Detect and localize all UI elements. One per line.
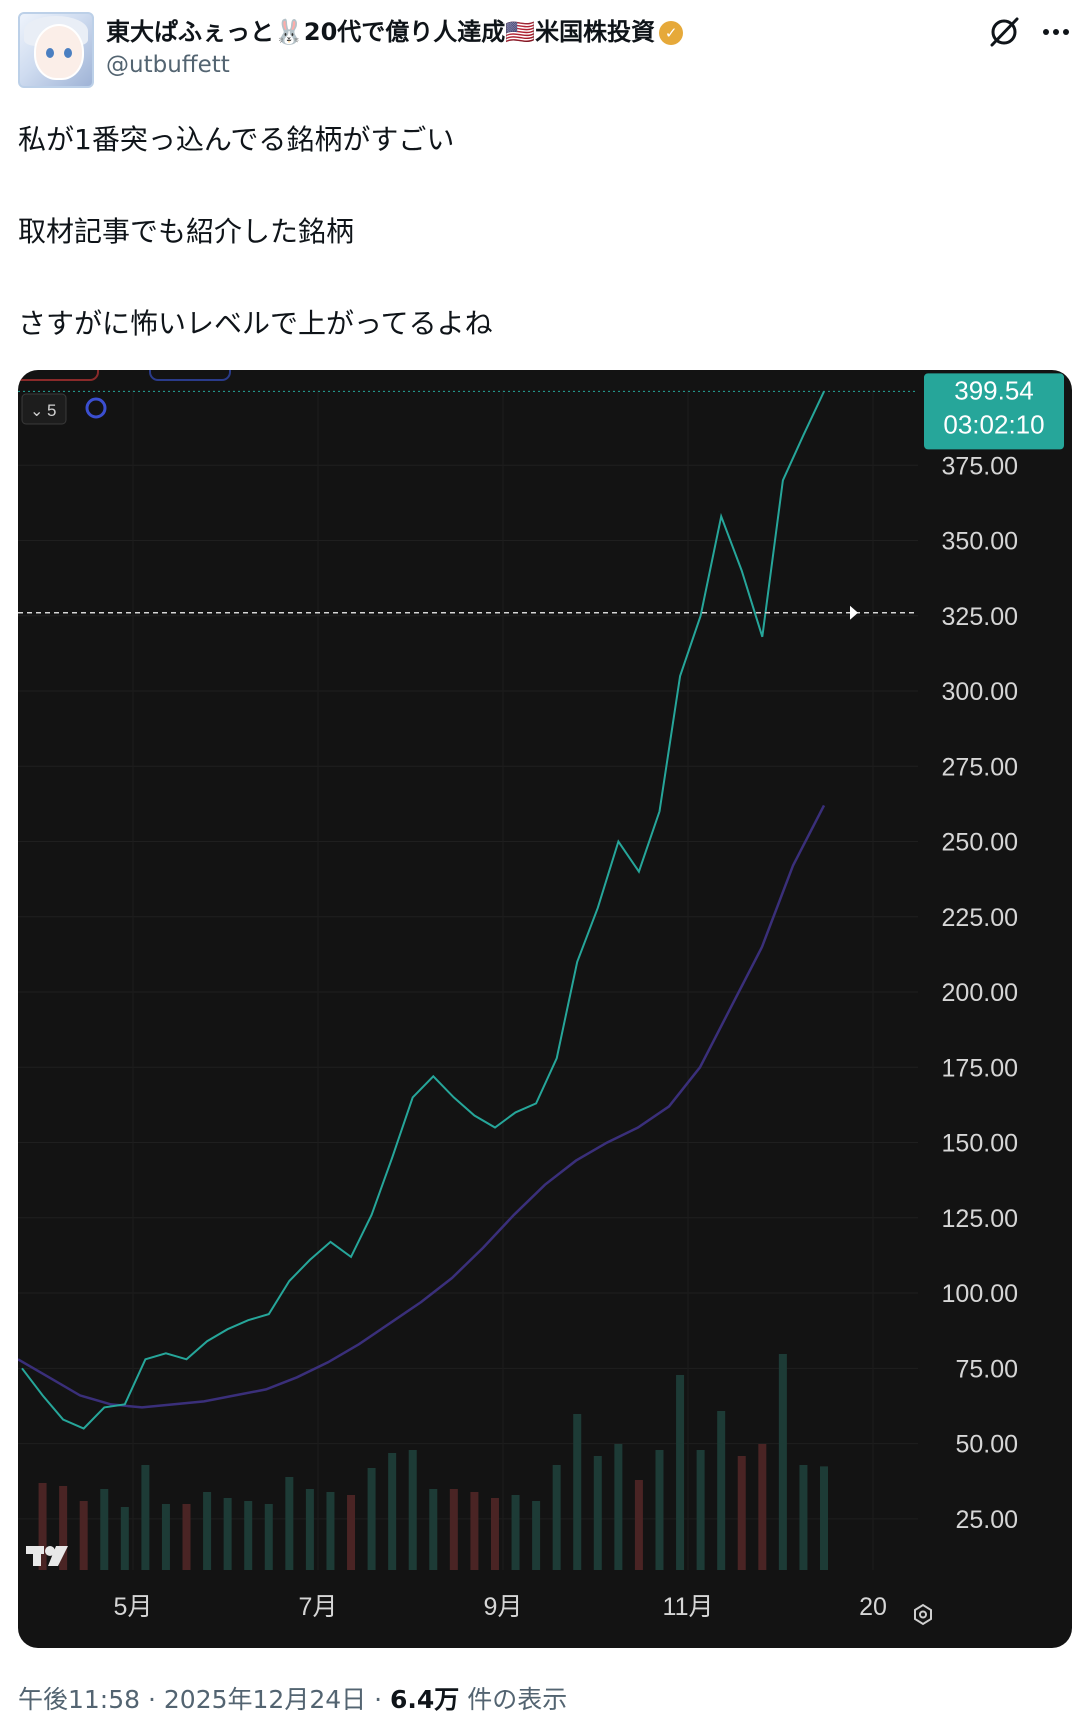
post-text-line-3: さすがに怖いレベルで上がってるよね xyxy=(18,307,493,340)
y-tick-label: 50.00 xyxy=(955,1431,1018,1459)
display-name-text: 東大ぱふぇっと🐰20代で億り人達成🇺🇸米国株投資 xyxy=(106,18,656,46)
crosshair-marker-icon xyxy=(850,605,858,620)
x-tick-label: 11月 xyxy=(663,1593,714,1621)
settings-icon[interactable] xyxy=(914,1603,932,1626)
chart-image[interactable]: 375.00 350.00 325.00 300.00 275.00 250.00 225.… xyxy=(18,370,1072,1648)
sell-button[interactable] xyxy=(18,370,99,381)
volume-bar xyxy=(79,1501,88,1570)
y-tick-label: 350.00 xyxy=(942,528,1018,556)
grok-icon[interactable] xyxy=(986,14,1022,50)
volume-bar xyxy=(758,1444,767,1570)
volume-bar xyxy=(532,1501,541,1570)
price-line xyxy=(21,390,825,1430)
verified-badge-icon: ✓ xyxy=(659,21,684,45)
y-tick-label: 100.00 xyxy=(942,1280,1018,1308)
y-tick-label: 325.00 xyxy=(942,603,1018,631)
chevron-down-icon: ⌄ xyxy=(30,401,43,420)
volume-bar xyxy=(59,1486,68,1570)
avatar[interactable] xyxy=(18,12,94,88)
moving-average-line xyxy=(18,804,826,1409)
y-tick-label: 125.00 xyxy=(942,1205,1018,1233)
y-tick-label: 150.00 xyxy=(942,1130,1018,1158)
x-tick-label: 20 xyxy=(859,1593,887,1621)
avatar-eye xyxy=(64,48,72,58)
post-text-line-1: 私が1番突っ込んでる銘柄がすごい xyxy=(18,123,455,156)
volume-bar xyxy=(573,1414,582,1570)
volume-bar xyxy=(305,1489,314,1570)
avatar-eye xyxy=(46,48,54,58)
volume-bar xyxy=(38,1483,47,1570)
avatar-face xyxy=(34,24,84,80)
post-date[interactable]: 2025年12月24日 xyxy=(163,1685,367,1714)
post-time[interactable]: 午後11:58 xyxy=(18,1685,141,1714)
refresh-icon[interactable] xyxy=(85,397,107,419)
last-price-tag xyxy=(924,373,1064,450)
y-tick-label: 200.00 xyxy=(942,979,1018,1007)
volume-bar xyxy=(470,1492,479,1570)
interval-label: 5 xyxy=(47,401,56,420)
volume-bar xyxy=(347,1495,356,1570)
volume-bar xyxy=(614,1444,623,1570)
x-tick-label: 7月 xyxy=(299,1593,338,1621)
buy-button[interactable] xyxy=(149,370,231,381)
volume-bar xyxy=(367,1468,376,1570)
stock-chart: 375.00 350.00 325.00 300.00 275.00 250.00 225.… xyxy=(18,370,1064,1626)
volume-bar xyxy=(449,1489,458,1570)
volume-bar xyxy=(120,1507,129,1570)
post-meta: 午後11:58 · 2025年12月24日 · 6.4万 件の表示 xyxy=(18,1680,567,1716)
volume-bar xyxy=(717,1411,726,1570)
volume-bar xyxy=(264,1504,273,1570)
volume-bar xyxy=(696,1450,705,1570)
y-tick-label: 75.00 xyxy=(955,1355,1018,1383)
volume-bar xyxy=(820,1466,828,1570)
y-tick-label: 375.00 xyxy=(942,452,1018,480)
y-tick-label: 300.00 xyxy=(942,678,1018,706)
volume-bar xyxy=(388,1453,397,1570)
volume-bar xyxy=(223,1498,232,1570)
volume-bar xyxy=(408,1450,417,1570)
y-tick-label: 25.00 xyxy=(955,1506,1018,1534)
volume-bar xyxy=(799,1465,808,1570)
volume-bar xyxy=(203,1492,212,1570)
volume-bar xyxy=(778,1354,787,1570)
tradingview-logo-icon xyxy=(26,1546,68,1566)
author-display-name[interactable]: 東大ぱふぇっと🐰20代で億り人達成🇺🇸米国株投資 ✓ xyxy=(106,12,684,47)
meta-separator: · xyxy=(374,1685,383,1714)
volume-bar xyxy=(244,1501,253,1570)
volume-bar xyxy=(593,1456,602,1570)
volume-bar xyxy=(326,1492,335,1570)
x-tick-label: 5月 xyxy=(114,1593,153,1621)
last-price-value: 399.54 xyxy=(954,375,1034,405)
countdown-value: 03:02:10 xyxy=(943,409,1044,439)
interval-selector[interactable] xyxy=(21,393,67,425)
volume-bar xyxy=(490,1498,499,1570)
meta-separator: · xyxy=(148,1685,156,1714)
volume-bar xyxy=(100,1489,109,1570)
volume-bar xyxy=(161,1504,170,1570)
y-tick-label: 225.00 xyxy=(942,904,1018,932)
volume-bar xyxy=(737,1456,746,1570)
volume-bar xyxy=(429,1489,438,1570)
y-tick-label: 175.00 xyxy=(942,1054,1018,1082)
volume-bar xyxy=(676,1375,685,1570)
view-count: 6.4万 xyxy=(390,1685,460,1714)
volume-bar xyxy=(552,1465,561,1570)
volume-bar xyxy=(285,1477,294,1570)
post-text-line-2: 取材記事でも紹介した銘柄 xyxy=(18,215,355,248)
author-handle[interactable]: @utbuffett xyxy=(106,52,230,78)
x-tick-label: 9月 xyxy=(484,1593,523,1621)
y-tick-label: 275.00 xyxy=(942,753,1018,781)
volume-bar xyxy=(182,1504,191,1570)
volume-bar xyxy=(511,1495,520,1570)
volume-bar xyxy=(655,1450,664,1570)
volume-bar xyxy=(634,1480,643,1570)
view-label: 件の表示 xyxy=(467,1685,568,1714)
more-options-icon[interactable] xyxy=(1038,14,1074,50)
y-tick-label: 250.00 xyxy=(942,829,1018,857)
volume-bar xyxy=(141,1465,150,1570)
